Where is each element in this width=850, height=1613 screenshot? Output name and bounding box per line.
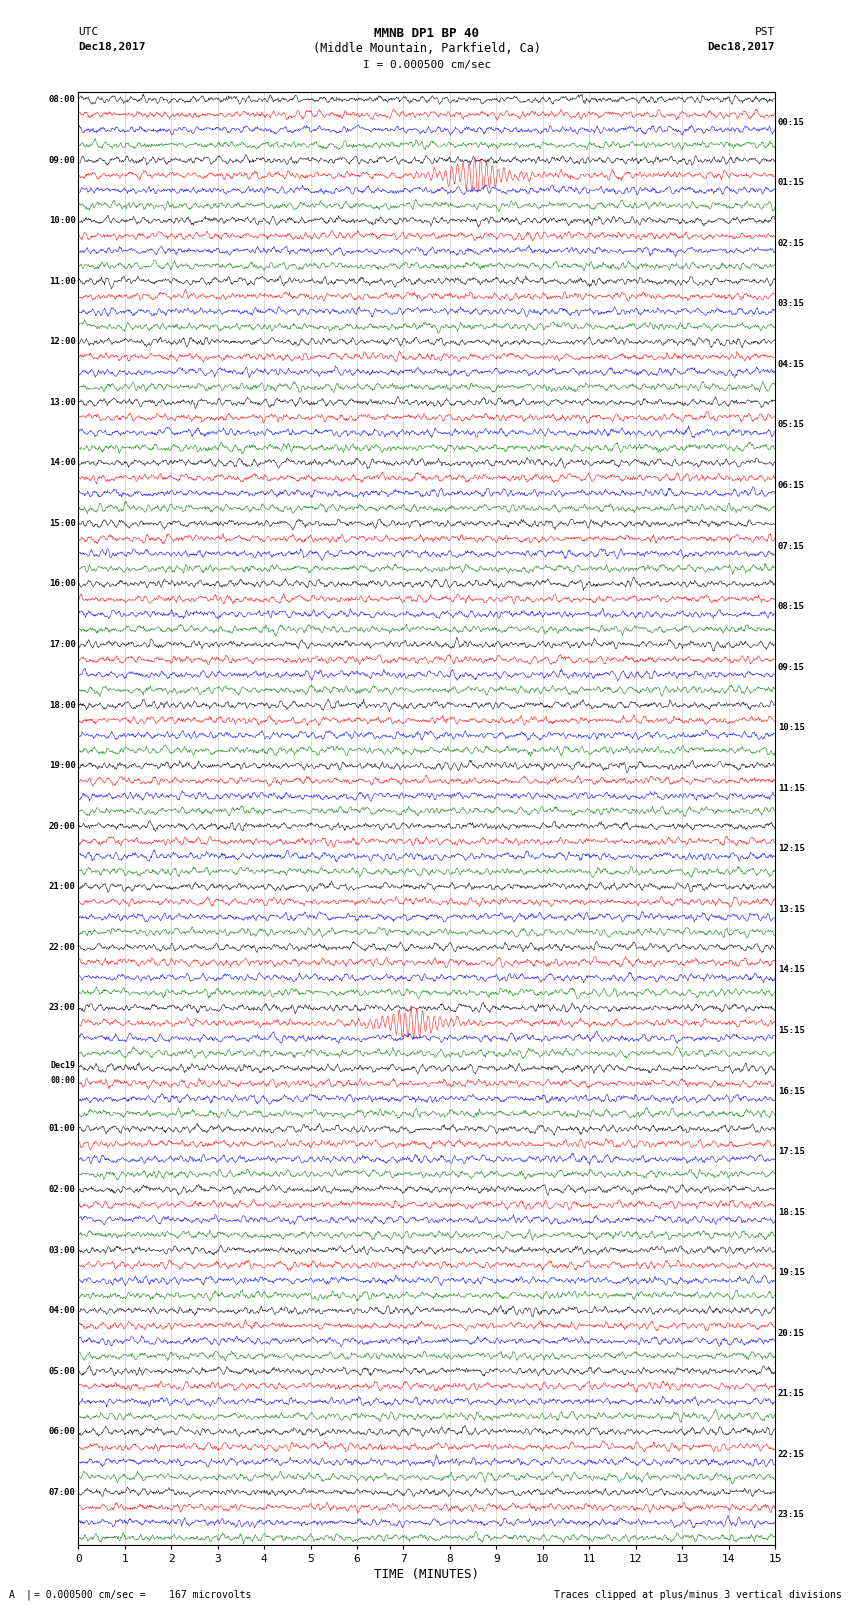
Text: MMNB DP1 BP 40: MMNB DP1 BP 40 — [374, 27, 479, 40]
Text: 23:15: 23:15 — [778, 1510, 805, 1519]
Text: 12:15: 12:15 — [778, 844, 805, 853]
Text: = 0.000500 cm/sec =    167 microvolts: = 0.000500 cm/sec = 167 microvolts — [34, 1590, 252, 1600]
Text: 08:15: 08:15 — [778, 602, 805, 611]
Text: 22:00: 22:00 — [48, 942, 76, 952]
Text: 06:15: 06:15 — [778, 481, 805, 490]
Text: 10:00: 10:00 — [48, 216, 76, 226]
Text: 06:00: 06:00 — [48, 1428, 76, 1436]
Text: 21:15: 21:15 — [778, 1389, 805, 1398]
Text: 13:15: 13:15 — [778, 905, 805, 915]
Text: 05:15: 05:15 — [778, 421, 805, 429]
Text: 22:15: 22:15 — [778, 1450, 805, 1458]
Text: 09:00: 09:00 — [48, 155, 76, 165]
Text: 15:15: 15:15 — [778, 1026, 805, 1036]
Text: 16:15: 16:15 — [778, 1087, 805, 1095]
Text: 02:00: 02:00 — [48, 1186, 76, 1194]
Text: Dec18,2017: Dec18,2017 — [78, 42, 145, 52]
Text: 07:15: 07:15 — [778, 542, 805, 550]
Text: Dec18,2017: Dec18,2017 — [708, 42, 775, 52]
Text: 19:00: 19:00 — [48, 761, 76, 769]
Text: 13:00: 13:00 — [48, 398, 76, 406]
Text: 17:15: 17:15 — [778, 1147, 805, 1157]
Text: 18:00: 18:00 — [48, 700, 76, 710]
Text: Dec19: Dec19 — [51, 1061, 76, 1069]
Text: Traces clipped at plus/minus 3 vertical divisions: Traces clipped at plus/minus 3 vertical … — [553, 1590, 842, 1600]
Text: 00:15: 00:15 — [778, 118, 805, 127]
Text: 11:15: 11:15 — [778, 784, 805, 794]
Text: 23:00: 23:00 — [48, 1003, 76, 1013]
Text: 01:00: 01:00 — [48, 1124, 76, 1134]
Text: 09:15: 09:15 — [778, 663, 805, 671]
Text: |: | — [26, 1589, 31, 1600]
Text: 04:00: 04:00 — [48, 1307, 76, 1315]
Text: 04:15: 04:15 — [778, 360, 805, 369]
Text: PST: PST — [755, 27, 775, 37]
Text: 17:00: 17:00 — [48, 640, 76, 648]
Text: 07:00: 07:00 — [48, 1487, 76, 1497]
Text: A: A — [8, 1590, 14, 1600]
Text: 10:15: 10:15 — [778, 723, 805, 732]
Text: 12:00: 12:00 — [48, 337, 76, 347]
Text: UTC: UTC — [78, 27, 99, 37]
Text: 03:15: 03:15 — [778, 300, 805, 308]
Text: 05:00: 05:00 — [48, 1366, 76, 1376]
Text: 08:00: 08:00 — [48, 95, 76, 103]
Text: 11:00: 11:00 — [48, 277, 76, 286]
Text: 00:00: 00:00 — [51, 1076, 76, 1086]
Text: I = 0.000500 cm/sec: I = 0.000500 cm/sec — [363, 60, 490, 69]
Text: 21:00: 21:00 — [48, 882, 76, 892]
Text: 16:00: 16:00 — [48, 579, 76, 589]
Text: 14:00: 14:00 — [48, 458, 76, 468]
Text: 02:15: 02:15 — [778, 239, 805, 248]
Text: 03:00: 03:00 — [48, 1245, 76, 1255]
Text: 20:00: 20:00 — [48, 821, 76, 831]
Text: 20:15: 20:15 — [778, 1329, 805, 1337]
Text: (Middle Mountain, Parkfield, Ca): (Middle Mountain, Parkfield, Ca) — [313, 42, 541, 55]
X-axis label: TIME (MINUTES): TIME (MINUTES) — [374, 1568, 479, 1581]
Text: 18:15: 18:15 — [778, 1208, 805, 1216]
Text: 14:15: 14:15 — [778, 966, 805, 974]
Text: 19:15: 19:15 — [778, 1268, 805, 1277]
Text: 01:15: 01:15 — [778, 179, 805, 187]
Text: 15:00: 15:00 — [48, 519, 76, 527]
